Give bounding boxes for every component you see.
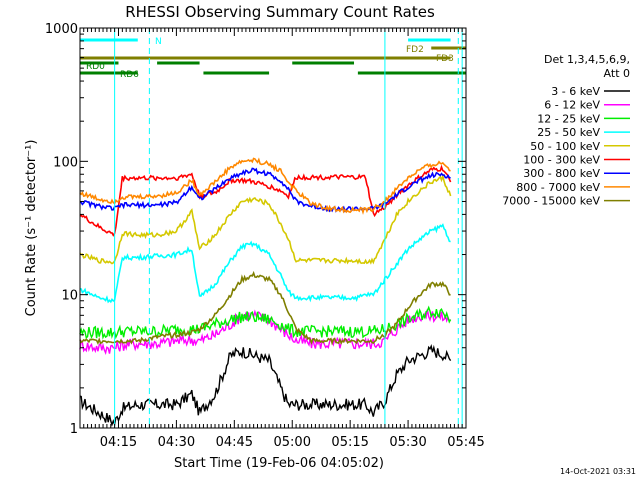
legend-title-line: Det 1,3,4,5,6,9,: [544, 53, 630, 66]
legend-entry-label: 6 - 12 keV: [544, 99, 600, 112]
legend-entry-label: 100 - 300 keV: [523, 154, 600, 167]
series-line: [79, 305, 452, 340]
series-line: [79, 309, 452, 355]
attenuator-label: RD0: [86, 62, 105, 72]
legend-entry-label: 12 - 25 keV: [537, 112, 600, 125]
series-line: [79, 157, 451, 215]
plot-area: N FD2 FD3 RD0 RD6 1 10 100 1000 04:15 04:30 04:45 05…: [45, 22, 485, 450]
series-group: [79, 344, 452, 427]
legend-entry-label: 800 - 7000 keV: [516, 181, 600, 194]
y-tick-label: 1: [70, 422, 78, 437]
series-group: [79, 309, 452, 355]
y-tick-label: 10: [61, 289, 78, 304]
legend-entry-label: 25 - 50 keV: [537, 126, 600, 139]
timestamp: 14-Oct-2021 03:31: [560, 467, 636, 476]
series-group: [79, 223, 451, 304]
series-line: [79, 173, 452, 265]
y-tick-label: 1000: [45, 22, 78, 37]
x-tick-label: 04:45: [216, 435, 253, 450]
series-group: [79, 305, 452, 340]
legend-entry-label: 300 - 800 keV: [523, 167, 600, 180]
x-tick-label: 05:45: [447, 435, 484, 450]
chart-title: RHESSI Observing Summary Count Rates: [125, 3, 435, 21]
legend-entry-label: 50 - 100 keV: [530, 140, 600, 153]
series-group: [79, 167, 451, 213]
series-group: [79, 173, 452, 265]
x-tick-label: 05:00: [274, 435, 311, 450]
series-line: [79, 164, 452, 237]
attenuator-label: FD2: [406, 45, 424, 55]
y-tick-label: 100: [53, 155, 78, 170]
series-group: [79, 157, 451, 215]
x-tick-label: 04:30: [158, 435, 195, 450]
x-axis-label: Start Time (19-Feb-06 04:05:02): [174, 456, 384, 471]
legend-entry-label: 3 - 6 keV: [551, 85, 600, 98]
attenuator-label: RD6: [120, 70, 139, 80]
attenuator-label: FD3: [436, 54, 454, 64]
series-group: [79, 270, 451, 346]
x-axis: 04:15 04:30 04:45 05:00 05:15 05:30 05:45: [83, 28, 485, 450]
series-line: [79, 223, 451, 304]
x-tick-label: 05:15: [331, 435, 368, 450]
legend-entry-label: 7000 - 15000 keV: [502, 195, 600, 208]
series-line: [79, 270, 451, 346]
legend-title-line: Att 0: [604, 67, 630, 80]
y-axis: 1 10 100 1000: [45, 22, 466, 437]
series-group: [79, 164, 452, 237]
x-tick-label: 04:15: [100, 435, 137, 450]
series-line: [79, 167, 451, 213]
y-axis-label: Count Rate (s⁻¹ detector⁻¹): [24, 140, 39, 317]
attenuator-label: N: [155, 37, 162, 47]
x-tick-label: 05:30: [389, 435, 426, 450]
series-line: [79, 344, 452, 427]
